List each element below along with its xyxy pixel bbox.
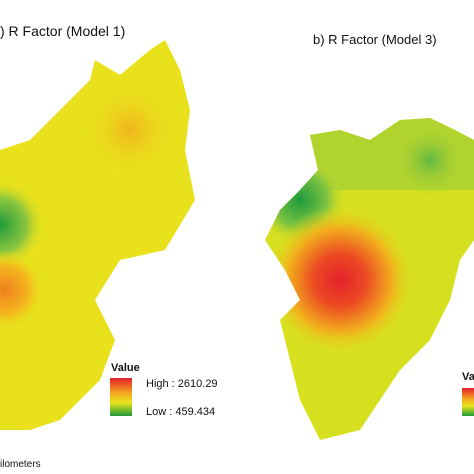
legend-high: High : 2610.29 [146, 378, 218, 390]
map-model-1 [0, 40, 195, 430]
legend-title: Value [111, 362, 140, 374]
map-model-3 [265, 118, 474, 440]
legend-ramp [462, 388, 474, 416]
legend-ramp [110, 378, 132, 416]
scale-unit: ilometers [0, 459, 41, 470]
legend-title: Va [462, 371, 474, 383]
legend-low: Low : 459.434 [146, 406, 215, 418]
panel-title: b) R Factor (Model 3) [313, 32, 437, 47]
panel-title: ) R Factor (Model 1) [0, 23, 125, 39]
